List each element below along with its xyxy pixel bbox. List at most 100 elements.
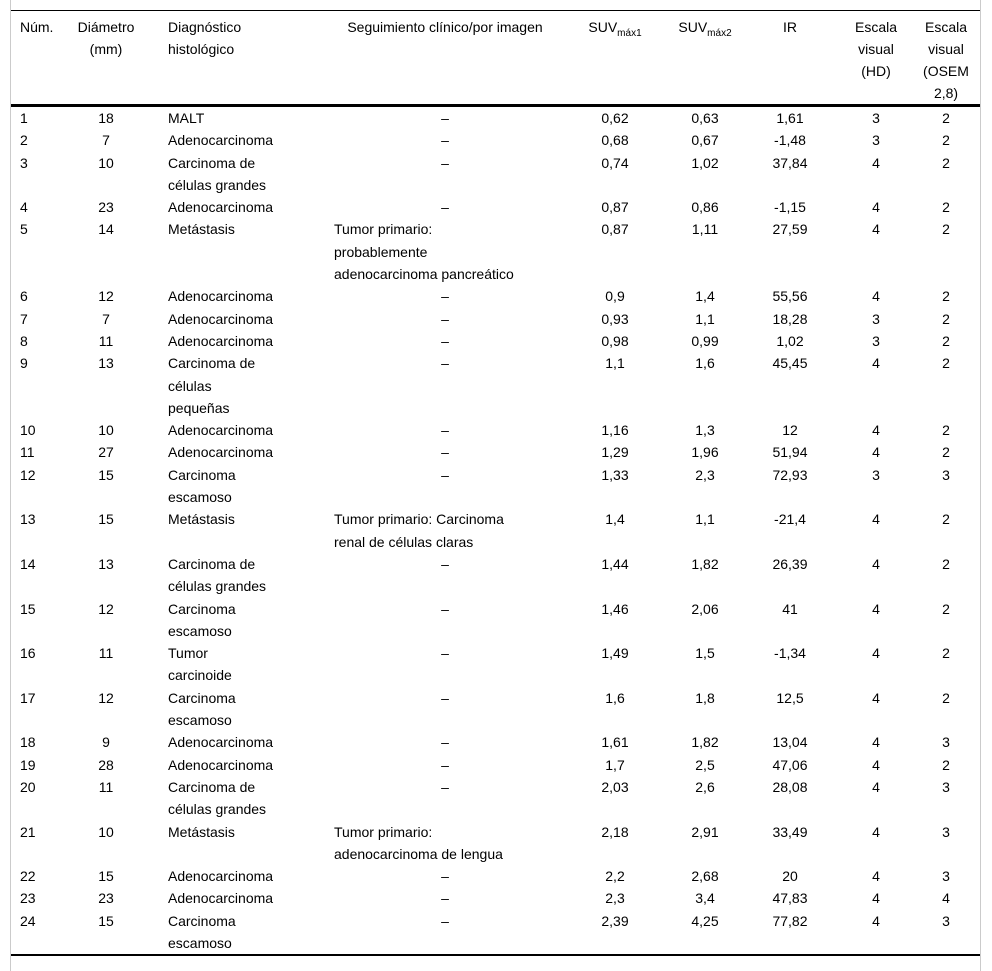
cell-seguimiento: –	[441, 110, 449, 126]
table-body: 1 18 MALT –0,62 0,63 1,61 3 2 2 7 Adenocarcinoma –0…	[11, 106, 980, 956]
table-row: 23 23 Adenocarcinoma – 2,3 3,4 47,83 4 4	[11, 887, 980, 909]
cell-ir: 55,56	[772, 288, 808, 305]
column-header-num-label: Núm.	[20, 19, 54, 35]
cell-num: 23	[20, 890, 36, 907]
cell-ir: -1,34	[774, 645, 806, 662]
cell-escala_osem: 2	[942, 132, 950, 149]
cell-escala_hd: 4	[872, 422, 880, 439]
cell-suv_max1: 0,87	[601, 221, 629, 238]
cell-escala_hd: 4	[872, 355, 880, 372]
cell-seguimiento: –	[441, 555, 449, 572]
cell-diametro: 7	[102, 132, 110, 149]
cell-suv_max2: 0,63	[691, 110, 719, 126]
cell-suv_max2: 0,67	[691, 132, 719, 149]
results-table: Núm. Diámetro (mm) Diagnóstico histológi…	[11, 10, 980, 957]
cell-diagnostico: Adenocarcinoma	[168, 199, 274, 216]
cell-escala_osem: 2	[942, 355, 950, 372]
cell-ir: 47,83	[772, 890, 808, 907]
cell-seguimiento: Tumor primario: adenocarcinoma de lengua	[334, 823, 503, 862]
cell-diagnostico: Adenocarcinoma	[168, 868, 274, 885]
cell-escala_osem: 3	[942, 912, 950, 929]
cell-ir: 27,59	[772, 221, 808, 238]
cell-escala_hd: 4	[872, 823, 880, 840]
cell-diagnostico: Adenocarcinoma	[168, 890, 274, 907]
table-row: 17 12 Carcinoma escamoso – 1,6 1,8 12,5 4 2	[11, 687, 980, 732]
cell-suv_max1: 2,18	[601, 823, 629, 840]
cell-diagnostico: Carcinoma de células grandes	[168, 154, 267, 193]
column-header-diametro: Diámetro (mm)	[72, 10, 140, 107]
cell-diametro: 10	[98, 154, 114, 171]
cell-diagnostico: Adenocarcinoma	[168, 310, 274, 327]
column-header-diagnostico-label: Diagnóstico histológico	[168, 19, 242, 57]
cell-seguimiento: –	[441, 444, 449, 461]
cell-diametro: 9	[102, 734, 110, 751]
cell-escala_osem: 2	[942, 332, 950, 349]
cell-escala_hd: 4	[872, 154, 880, 171]
cell-escala_hd: 4	[872, 555, 880, 572]
cell-suv_max2: 4,25	[691, 912, 719, 929]
table-row: 7 7 Adenocarcinoma – 0,93 1,1 18,28 3 2	[11, 308, 980, 330]
cell-diagnostico: Carcinoma escamoso	[168, 466, 236, 506]
cell-diagnostico: Carcinoma de células pequeñas	[168, 355, 256, 416]
cell-suv_max1: 1,44	[601, 555, 629, 572]
cell-escala_osem: 2	[942, 154, 950, 171]
cell-escala_hd: 4	[872, 912, 880, 929]
cell-suv_max1: 1,33	[601, 466, 629, 483]
column-header-seguimiento-label: Seguimiento clínico/por imagen	[347, 19, 543, 35]
cell-ir: 45,45	[772, 355, 808, 372]
cell-escala_osem: 2	[942, 756, 950, 773]
cell-num: 21	[20, 823, 36, 840]
table-row: 2 7 Adenocarcinoma – 0,68 0,67 -1,48 3 2	[11, 129, 980, 151]
cell-ir: -1,48	[774, 132, 806, 149]
cell-suv_max2: 1,11	[691, 221, 719, 238]
cell-diagnostico: Adenocarcinoma	[168, 734, 274, 751]
cell-seguimiento: –	[441, 288, 449, 305]
cell-seguimiento: –	[441, 466, 449, 483]
table-row: 18 9 Adenocarcinoma – 1,61 1,82 13,04 4 3	[11, 731, 980, 753]
column-header-escala-osem-label: Escala visual (OSEM 2,8)	[923, 19, 969, 101]
table-row: 13 15 Metástasis Tumor primario: Carcinoma …	[11, 508, 980, 553]
cell-num: 12	[20, 466, 36, 483]
cell-seguimiento: –	[441, 600, 449, 617]
cell-escala_osem: 2	[942, 444, 950, 461]
cell-seguimiento: –	[441, 199, 449, 216]
header-row: Núm. Diámetro (mm) Diagnóstico histológi…	[11, 10, 980, 107]
cell-num: 19	[20, 756, 36, 773]
cell-suv_max1: 0,74	[601, 154, 629, 171]
cell-num: 18	[20, 734, 36, 751]
suv-max1-subscript: máx1	[617, 27, 642, 39]
cell-diagnostico: Adenocarcinoma	[168, 444, 274, 461]
cell-ir: 51,94	[772, 444, 808, 461]
cell-diametro: 12	[98, 288, 114, 305]
cell-suv_max2: 2,5	[695, 756, 715, 773]
cell-diametro: 13	[98, 555, 114, 572]
cell-escala_hd: 4	[872, 645, 880, 662]
cell-suv_max1: 2,39	[601, 912, 629, 929]
cell-diametro: 11	[98, 332, 114, 349]
cell-diametro: 7	[102, 310, 110, 327]
cell-escala_osem: 2	[942, 110, 950, 126]
cell-diagnostico: Metástasis	[168, 221, 235, 238]
cell-num: 14	[20, 555, 36, 572]
table-row: 8 11 Adenocarcinoma – 0,98 0,99 1,02 3 2	[11, 330, 980, 352]
cell-num: 15	[20, 600, 36, 617]
column-header-seguimiento: Seguimiento clínico/por imagen	[330, 10, 560, 107]
cell-seguimiento: –	[441, 355, 449, 372]
cell-num: 6	[20, 288, 28, 305]
cell-diagnostico: Adenocarcinoma	[168, 132, 274, 149]
column-header-diametro-label: Diámetro (mm)	[77, 19, 135, 57]
cell-diagnostico: Adenocarcinoma	[168, 756, 274, 773]
cell-escala_osem: 2	[942, 555, 950, 572]
cell-escala_hd: 4	[872, 199, 880, 216]
table-row: 24 15 Carcinoma escamoso – 2,39 4,25 77,82 4 3	[11, 910, 980, 956]
column-header-ir: IR	[740, 10, 840, 107]
cell-diametro: 10	[98, 422, 114, 439]
cell-ir: 26,39	[772, 555, 808, 572]
cell-suv_max2: 1,4	[695, 288, 715, 305]
cell-suv_max2: 0,99	[691, 332, 719, 349]
cell-suv_max1: 0,98	[601, 332, 629, 349]
cell-escala_osem: 2	[942, 645, 950, 662]
cell-seguimiento: Tumor primario: probablemente adenocarci…	[334, 221, 514, 283]
cell-diagnostico: Adenocarcinoma	[168, 288, 274, 305]
